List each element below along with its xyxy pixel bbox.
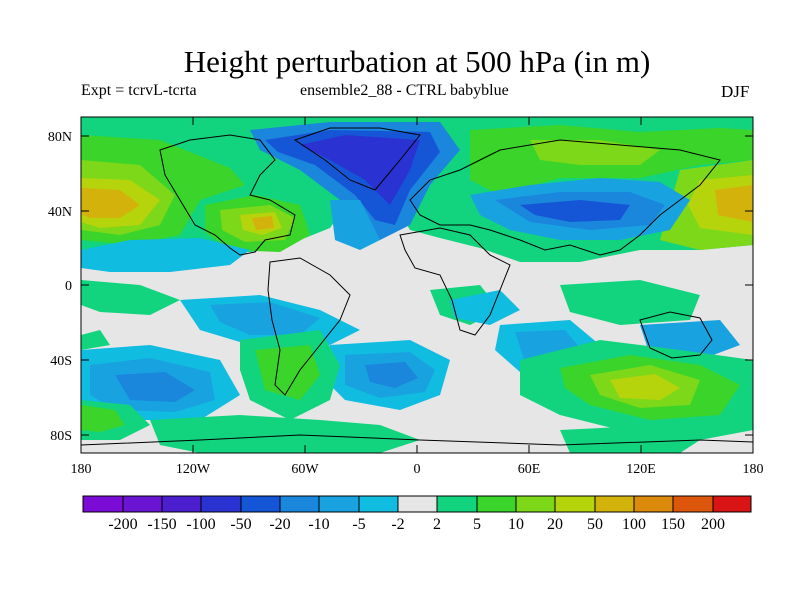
colorbar-swatch [515,495,556,513]
negative-region [210,302,320,335]
colorbar-label: 100 [622,516,646,533]
positive-region [81,330,110,350]
positive-region-antarctic [150,415,420,453]
positive-region-tropics [81,280,180,315]
lon-ticks [80,117,754,453]
colorbar-label: -50 [230,516,251,533]
negative-region [115,372,195,402]
colorbar-label: 150 [661,516,685,533]
south-america-coast [267,257,351,396]
colorbar-swatch [200,495,242,513]
coastlines [81,127,753,446]
negative-region [450,290,520,325]
lat-label: 40S [50,354,72,369]
colorbar-swatch [161,495,202,513]
colorbar-label: -5 [352,516,365,533]
eurasia-coast [409,139,721,256]
colorbar-swatch [397,495,438,513]
negative-region [365,362,418,388]
colorbar-label: 5 [473,516,481,533]
positive-region [255,345,320,400]
lon-label: 120W [176,462,211,477]
lon-label: 180 [743,462,764,477]
positive-region [530,140,660,165]
colorbar-label: -100 [186,516,215,533]
colorbar-label: -20 [269,516,290,533]
colorbar [82,495,752,513]
positive-region [560,425,700,453]
ensemble-label: ensemble2_88 - CTRL babyblue [300,82,509,99]
lon-label: 60W [291,462,319,477]
lat-label: 0 [65,279,72,294]
positive-region [610,374,680,400]
north-america-coast [159,134,296,256]
colorbar-label: 2 [433,516,441,533]
colorbar-swatch [672,495,714,513]
colorbar-swatch [318,495,360,513]
lat-ticks [81,135,753,436]
negative-region [520,200,630,222]
colorbar-swatch [358,495,399,513]
colorbar-swatch [279,495,320,513]
colorbar-swatch [436,495,478,513]
australia-coast [639,311,713,359]
colorbar-label: -150 [147,516,176,533]
negative-region [330,200,380,250]
lat-label: 80N [48,130,72,145]
colorbar-swatch [122,495,163,513]
lon-label: 60E [518,462,541,477]
positive-region [715,185,753,222]
colorbar-swatch [82,495,124,513]
colorbar-label: -200 [108,516,137,533]
positive-region [81,405,125,432]
negative-region [300,135,420,205]
map-title: Height perturbation at 500 hPa (in m) [183,44,651,79]
lon-label: 120E [626,462,656,477]
negative-region-tropics [81,238,250,272]
antarctica-coast [81,434,753,446]
africa-coast [399,227,511,336]
season-label: DJF [721,82,750,101]
colorbar-swatch [712,495,752,513]
colorbar-label: 200 [701,516,725,533]
positive-region [252,216,274,230]
lon-label: 180 [71,462,92,477]
lat-label: 80S [50,429,72,444]
colorbar-swatch [476,495,517,513]
colorbar-label: -2 [391,516,404,533]
colorbar-swatch [594,495,635,513]
lon-label: 0 [414,462,421,477]
field-layer [81,117,753,453]
colorbar-label: -10 [308,516,329,533]
positive-region [81,188,140,218]
colorbar-label: 10 [508,516,524,533]
colorbar-swatch [240,495,281,513]
colorbar-swatch [554,495,596,513]
colorbar-label: 20 [547,516,563,533]
colorbar-label: 50 [587,516,603,533]
lat-label: 40N [48,205,72,220]
greenland-coast [293,127,421,191]
experiment-label: Expt = tcrvL-tcrta [81,82,197,99]
colorbar-swatch [633,495,674,513]
